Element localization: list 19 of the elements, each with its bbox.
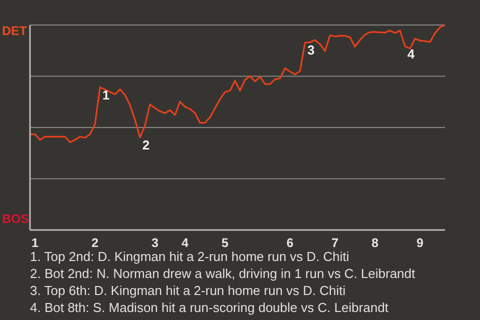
x-tick-label: 3 — [152, 236, 159, 250]
x-tick-label: 6 — [286, 236, 294, 250]
text: 3. Top 6th: D. Kingman hit a 2-run home run vs D. Chiti — [30, 282, 347, 299]
x-tick-label: 4 — [182, 236, 189, 250]
x-tick-label: 5 — [222, 236, 229, 250]
text: BOS — [2, 212, 30, 226]
x-tick-label: 7 — [332, 236, 339, 250]
text: 2. Bot 2nd: N. Norman drew a walk, driving in 1 run vs C. Leibrandt — [30, 265, 416, 282]
x-tick-label: 2 — [92, 236, 99, 250]
x-tick-label: 8 — [372, 236, 379, 250]
annotation: 3 — [307, 42, 315, 58]
annotation: 2 — [142, 137, 150, 152]
text: 1. Top 2nd: D. Kingman hit a 2-run home run vs D. Chiti — [30, 248, 350, 265]
annotation: 1 — [102, 87, 110, 102]
text: 4. Bot 8th: S. Madison hit a run-scoring double vs C. Leibrandt — [30, 299, 390, 316]
text: DET — [2, 24, 27, 38]
annotation: 4 — [407, 46, 416, 62]
x-tick-label: 9 — [416, 236, 424, 250]
x-tick-label: 1 — [32, 236, 39, 250]
